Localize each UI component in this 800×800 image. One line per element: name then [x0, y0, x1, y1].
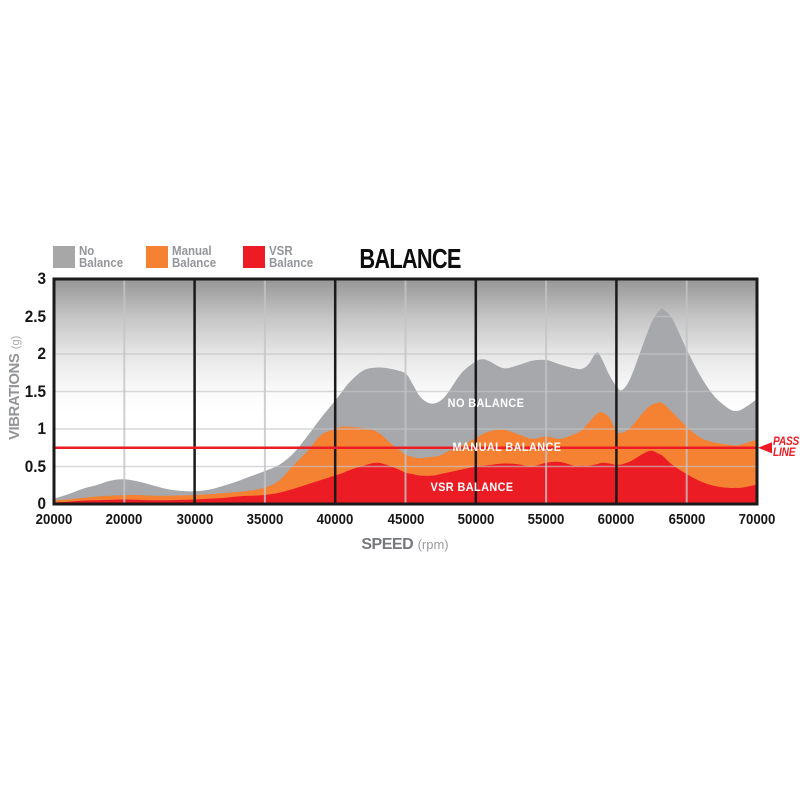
- legend-label-line: Manual: [172, 244, 212, 258]
- plot-border: [52, 277, 759, 506]
- y-tick-label: 2: [37, 344, 46, 363]
- chart-title: BALANCE: [359, 243, 461, 274]
- x-tick-label: 50000: [457, 511, 495, 528]
- pass-line-label: PASS LINE: [773, 436, 800, 459]
- x-tick-label: 60000: [598, 511, 635, 528]
- pass-line-arrow-icon: [758, 442, 772, 454]
- legend-label-line: No: [79, 244, 95, 258]
- manual-balance-swatch-icon: [146, 246, 168, 268]
- legend-label-line: VSR: [269, 244, 293, 258]
- x-tick-label: 20000: [35, 511, 73, 528]
- area-manual-balance: [54, 402, 757, 504]
- legend-label-line: Balance: [269, 255, 314, 270]
- y-tick-label: 2.5: [24, 306, 46, 326]
- area-vsr-balance: [54, 450, 757, 504]
- x-tick-label: 20000: [105, 511, 143, 528]
- y-tick-label: 0: [37, 494, 46, 513]
- legend-item-manual-balance: Manual Balance: [146, 244, 220, 270]
- pass-line-label-line: PASS: [773, 436, 800, 448]
- x-tick-label: 70000: [738, 511, 776, 528]
- vsr-balance-area-label: VSR BALANCE: [430, 482, 514, 494]
- vsr-balance-swatch-icon: [243, 246, 265, 268]
- x-tick-label: 40000: [316, 511, 354, 528]
- x-tick-label: 30000: [176, 511, 213, 528]
- x-tick-label: 35000: [246, 511, 284, 528]
- x-axis-title-text: SPEED: [361, 536, 414, 553]
- y-tick-label: 1.5: [24, 381, 46, 401]
- y-tick-label: 0.5: [24, 456, 46, 476]
- legend-label-line: Balance: [79, 255, 124, 270]
- x-tick-label: 45000: [387, 511, 424, 528]
- x-axis-unit-text: (rpm): [417, 537, 449, 552]
- area-no-balance: [54, 308, 757, 504]
- y-tick-label: 1: [37, 419, 46, 438]
- x-tick-label: 55000: [527, 511, 565, 528]
- legend-item-no-balance: No Balance: [53, 244, 127, 270]
- x-tick-label: 65000: [668, 511, 706, 528]
- legend-item-vsr-balance: VSR Balance: [243, 244, 317, 270]
- no-balance-area-label: NO BALANCE: [447, 398, 525, 410]
- pass-line-label-line: LINE: [773, 447, 796, 459]
- y-tick-label: 3: [37, 269, 46, 288]
- legend-label-line: Balance: [172, 255, 217, 270]
- plot-background: [54, 279, 757, 504]
- manual-balance-area-label: MANUAL BALANCE: [452, 442, 562, 454]
- x-axis-title: SPEED (rpm): [305, 536, 505, 554]
- no-balance-swatch-icon: [53, 246, 75, 268]
